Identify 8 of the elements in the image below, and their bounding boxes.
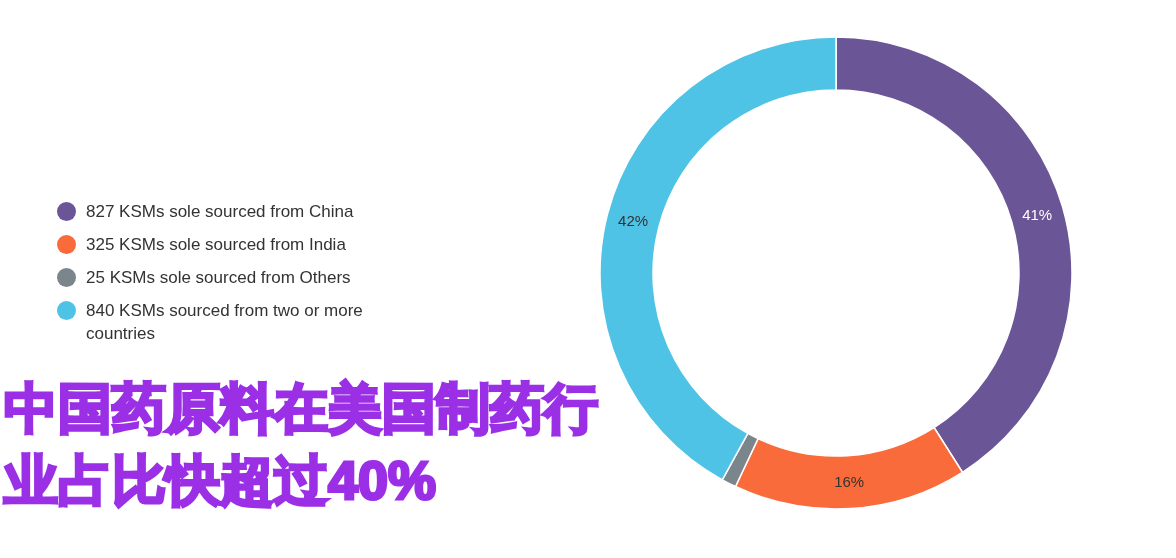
data-label: 16% xyxy=(834,473,865,491)
text: 中国药原料在美国制药行业占比快超过40% xyxy=(4,377,599,512)
legend-label: 840 KSMs sourced from two or more countries xyxy=(86,300,364,345)
legend-label: 25 KSMs sole sourced from Others xyxy=(86,267,351,289)
data-label: 41% xyxy=(1022,205,1053,223)
legend-label: 827 KSMs sole sourced from China xyxy=(86,201,354,223)
legend-label: 325 KSMs sole sourced from India xyxy=(86,234,346,256)
data-label: 42% xyxy=(618,211,649,229)
